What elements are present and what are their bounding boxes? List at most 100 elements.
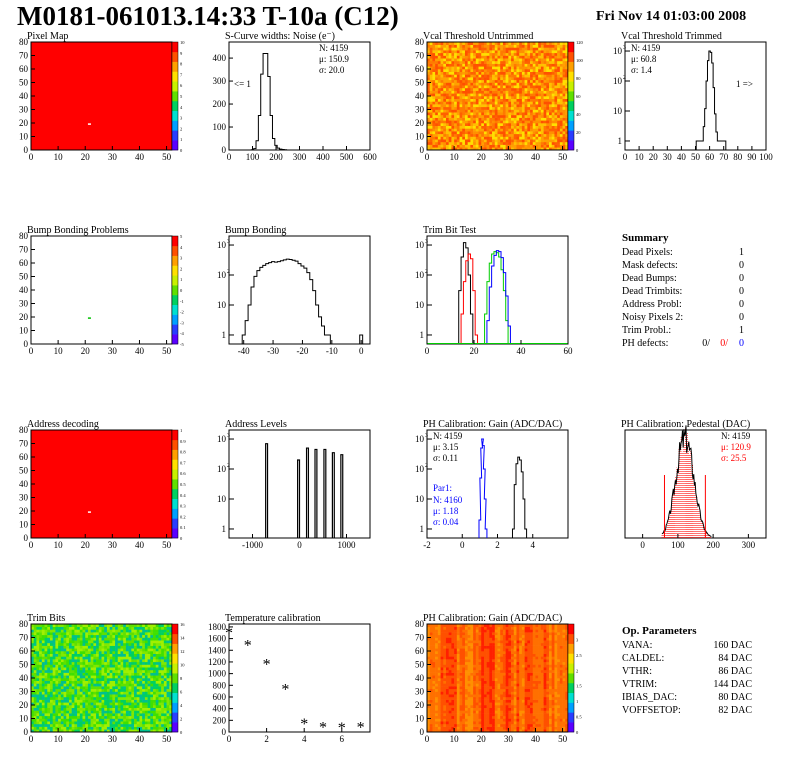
x-tick-label: 0 — [640, 540, 645, 550]
heatmap-cell — [74, 678, 78, 681]
heatmap-cell — [454, 69, 458, 72]
heatmap-cell — [445, 101, 449, 105]
heatmap-cell — [63, 729, 67, 733]
heatmap-cell — [158, 705, 162, 708]
heatmap-cell — [492, 112, 496, 116]
y-tick-label: 40 — [19, 91, 29, 101]
heatmap-cell — [125, 691, 129, 695]
heatmap-cell — [524, 96, 528, 99]
heatmap-cell — [71, 723, 75, 727]
heatmap-cell — [158, 696, 162, 700]
heatmap-cell — [93, 729, 97, 733]
heatmap-cell — [494, 47, 498, 51]
heatmap-cell — [128, 686, 132, 690]
heatmap-cell — [115, 696, 119, 700]
heatmap-cell — [516, 63, 520, 67]
heatmap-cell — [33, 718, 37, 722]
heatmap-cell — [150, 632, 154, 636]
heatmap-cell — [136, 634, 140, 638]
heatmap-cell — [44, 645, 48, 649]
heatmap-cell — [74, 699, 78, 703]
heatmap-cell — [470, 63, 474, 67]
heatmap-cell — [125, 672, 129, 676]
date-stamp: Fri Nov 14 01:03:00 2008 — [596, 9, 747, 24]
heatmap-cell — [511, 87, 515, 91]
heatmap-cell — [473, 144, 477, 148]
x-tick-label: 1000 — [338, 540, 357, 550]
heatmap-cell — [82, 705, 86, 708]
heatmap-cell — [432, 651, 436, 654]
heatmap-cell — [125, 702, 129, 706]
heatmap-cell — [459, 114, 463, 118]
heatmap-cell — [440, 117, 444, 121]
heatmap-cell — [443, 69, 447, 72]
heatmap-cell — [47, 707, 51, 711]
heatmap-cell — [120, 664, 124, 668]
heatmap-cell — [462, 98, 466, 102]
heatmap-cell — [112, 640, 116, 644]
heatmap-cell — [554, 58, 558, 62]
heatmap-cell — [93, 672, 97, 676]
heatmap-cell — [150, 651, 154, 654]
heatmap-cell — [52, 669, 56, 673]
heatmap-cell — [456, 71, 460, 75]
heatmap-cell — [492, 79, 496, 83]
bump-histogram-overflow — [359, 334, 364, 344]
heatmap-cell — [71, 656, 75, 660]
heatmap-cell — [169, 718, 173, 722]
heatmap-cell — [516, 74, 520, 78]
heatmap-cell — [144, 651, 148, 654]
heatmap-cell — [77, 702, 81, 706]
heatmap-cell — [101, 729, 105, 733]
heatmap-cell — [565, 44, 569, 48]
heatmap-cell — [101, 705, 105, 708]
heatmap-cell — [36, 642, 40, 646]
heatmap-cell — [521, 109, 525, 113]
heatmap-cell — [462, 44, 466, 48]
heatmap-cell — [551, 55, 555, 59]
heatmap-cell — [63, 705, 67, 708]
heatmap-cell — [557, 112, 561, 116]
heatmap-cell — [150, 705, 154, 708]
heatmap-cell — [486, 58, 490, 62]
heatmap-cell — [128, 707, 132, 711]
heatmap-cell — [74, 707, 78, 711]
heatmap-cell — [36, 710, 40, 714]
heatmap-cell — [36, 672, 40, 676]
heatmap-cell — [104, 718, 108, 722]
heatmap-cell — [489, 131, 493, 135]
heatmap-cell — [139, 664, 143, 668]
heatmap-cell — [443, 678, 447, 681]
heatmap-cell — [470, 74, 474, 78]
heatmap-cell — [109, 707, 113, 711]
heatmap-cell — [82, 648, 86, 652]
heatmap-cell — [66, 723, 70, 727]
x-tick-label: 10 — [54, 734, 64, 744]
heatmap-cell — [538, 131, 542, 135]
heatmap-cell — [513, 79, 517, 83]
heatmap-cell — [443, 74, 447, 78]
heatmap-cell — [535, 120, 539, 124]
heatmap-cell — [85, 696, 89, 700]
heatmap-cell — [41, 696, 45, 700]
heatmap-cell — [473, 125, 477, 129]
heatmap-cell — [161, 710, 165, 714]
heatmap-cell — [435, 133, 439, 137]
heatmap-cell — [429, 659, 433, 663]
heatmap-cell — [150, 653, 154, 657]
heatmap-cell — [82, 629, 86, 633]
heatmap-cell — [565, 125, 569, 129]
heatmap-cell — [473, 74, 477, 78]
heatmap-cell — [437, 675, 441, 679]
heatmap-cell — [494, 109, 498, 113]
heatmap-cell — [144, 645, 148, 649]
heatmap-cell — [557, 114, 561, 118]
heatmap-cell — [115, 624, 119, 627]
heatmap-cell — [429, 645, 433, 649]
heatmap-cell — [74, 688, 78, 692]
heatmap-cell — [440, 667, 444, 671]
heatmap-cell — [101, 680, 105, 684]
heatmap-cell — [55, 715, 59, 719]
y-tick-label: 20 — [415, 118, 425, 128]
heatmap-cell — [451, 42, 455, 45]
